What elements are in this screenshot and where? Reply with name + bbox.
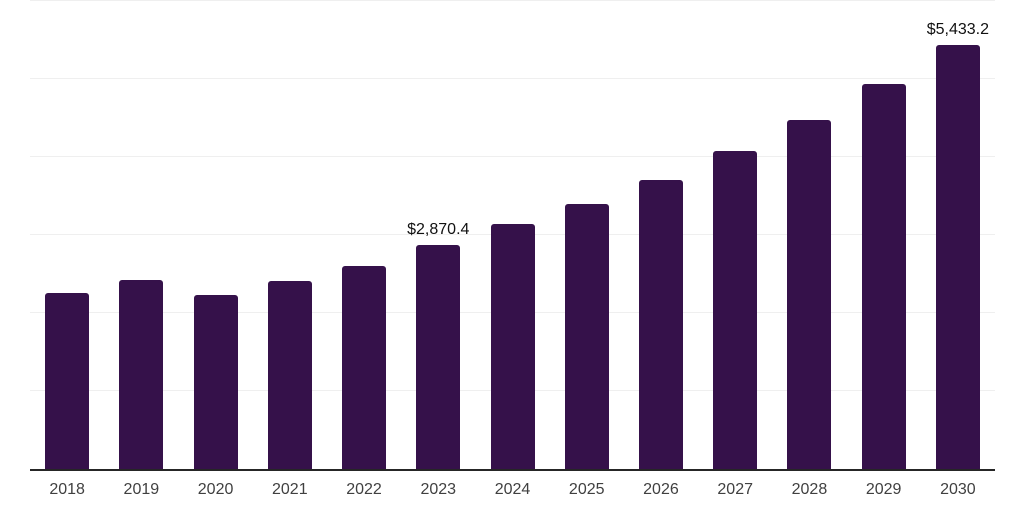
bar-2020 [193,294,238,469]
bar-2030 [935,45,980,469]
x-tick-label-2025: 2025 [568,481,605,498]
bar-2019 [119,279,164,469]
bar-2021 [267,280,312,469]
gridline-4000 [30,156,995,157]
plot-area: $2,870.4 $5,433.2 [30,0,995,471]
bar-2018 [45,293,90,469]
x-axis: 2018 2019 2020 2021 2022 2023 2024 2025 2026 2027… [30,480,995,502]
x-tick-label-2020: 2020 [197,481,234,498]
x-tick-label-2022: 2022 [346,481,382,498]
x-tick-label-2026: 2026 [643,481,679,498]
x-tick-label-2023: 2023 [420,481,457,498]
x-tick-label-2030: 2030 [940,481,976,498]
bar-2022 [342,266,387,469]
x-tick-label-2027: 2027 [717,481,753,498]
bar-2024 [490,224,535,469]
bar-2027 [713,151,758,469]
x-tick-label-2018: 2018 [49,481,85,498]
x-tick-label-2029: 2029 [865,481,902,498]
bar-2025 [564,203,609,469]
x-tick-label-2019: 2019 [123,481,160,498]
bar-2026 [638,180,683,469]
bar-2029 [861,84,906,469]
gridline-5000 [30,78,995,79]
bar-2023 [416,245,461,469]
x-tick-label-2028: 2028 [791,481,828,498]
data-label-2023: $2,870.4 [407,221,470,239]
gridline-6000 [30,0,995,1]
bar-2028 [787,119,832,469]
x-tick-label-2024: 2024 [494,481,531,498]
data-label-2030: $5,433.2 [926,21,990,39]
x-tick-label-2021: 2021 [272,481,308,498]
